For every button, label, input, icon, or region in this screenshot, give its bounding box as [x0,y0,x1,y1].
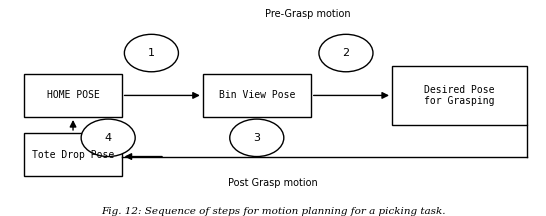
Ellipse shape [81,119,135,157]
Text: 1: 1 [148,48,155,58]
Text: Tote Drop Pose: Tote Drop Pose [32,149,114,160]
FancyBboxPatch shape [25,74,122,117]
Text: Pre-Grasp motion: Pre-Grasp motion [265,9,351,19]
Ellipse shape [230,119,284,157]
FancyBboxPatch shape [392,66,527,125]
Text: HOME POSE: HOME POSE [46,91,99,100]
FancyBboxPatch shape [203,74,311,117]
Text: 4: 4 [105,133,112,143]
Text: Post Grasp motion: Post Grasp motion [228,178,318,188]
Text: Desired Pose
for Grasping: Desired Pose for Grasping [424,85,495,106]
Ellipse shape [319,34,373,72]
Text: Fig. 12: Sequence of steps for motion planning for a picking task.: Fig. 12: Sequence of steps for motion pl… [101,207,445,216]
Text: Bin View Pose: Bin View Pose [218,91,295,100]
Text: 3: 3 [253,133,260,143]
FancyBboxPatch shape [25,133,122,176]
Ellipse shape [124,34,179,72]
Text: 2: 2 [342,48,349,58]
